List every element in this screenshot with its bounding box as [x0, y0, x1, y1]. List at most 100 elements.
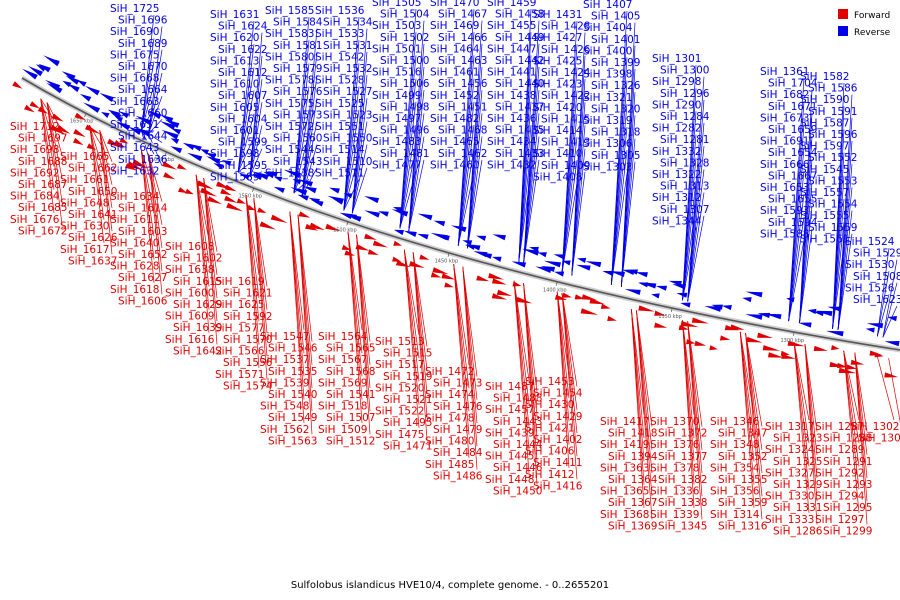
leader-line — [876, 247, 890, 337]
forward-feature — [207, 196, 223, 205]
leader-line — [148, 119, 163, 135]
reverse-feature — [704, 306, 722, 312]
leader-line — [745, 332, 763, 450]
forward-feature — [259, 221, 277, 230]
forward-feature — [709, 345, 718, 351]
reverse-feature — [554, 271, 565, 277]
forward-gene-label: SiH_1475 — [375, 429, 424, 441]
reverse-gene-label: SiH_1455 — [487, 20, 536, 32]
reverse-gene-label: SiH_1301 — [652, 53, 701, 65]
leader-line — [301, 51, 318, 197]
forward-gene-label: SiH_1712 — [10, 121, 59, 133]
reverse-gene-label: SiH_1557 — [800, 187, 849, 199]
reverse-gene-label: SiH_1514 — [315, 144, 365, 156]
reverse-gene-label: SiH_1438 — [487, 90, 536, 102]
forward-feature — [512, 281, 522, 287]
leader-line — [571, 125, 586, 276]
forward-gene-label: SiH_1513 — [375, 336, 424, 348]
reverse-gene-label: SiH_1595 — [218, 160, 267, 172]
forward-gene-label: SiH_1370 — [650, 416, 699, 428]
forward-gene-label: SiH_1473 — [433, 378, 482, 390]
forward-feature — [393, 240, 402, 246]
reverse-gene-label: SiH_1529 — [853, 248, 900, 260]
forward-gene-label: SiH_1302 — [850, 421, 899, 433]
forward-gene-label: SiH_1609 — [165, 311, 214, 323]
forward-gene-label: SiH_1286 — [773, 525, 823, 537]
forward-gene-label: SiH_1522 — [375, 406, 424, 418]
leader-line — [687, 321, 703, 520]
leader-line — [343, 40, 360, 211]
leader-line — [399, 101, 417, 229]
leader-line — [40, 98, 55, 167]
leader-line — [610, 150, 628, 285]
leader-line — [687, 169, 705, 302]
forward-gene-label: SiH_1295 — [823, 502, 872, 514]
reverse-gene-label: SiH_1320 — [591, 103, 640, 115]
forward-feature — [24, 104, 35, 113]
reverse-feature — [577, 257, 587, 263]
leader-line — [245, 195, 260, 368]
leader-line — [556, 291, 570, 399]
forward-feature — [226, 202, 244, 212]
reverse-gene-label: SiH_1523 — [323, 109, 372, 121]
reverse-gene-label: SiH_1542 — [315, 51, 364, 63]
reverse-feature — [553, 254, 566, 260]
leader-line — [682, 180, 697, 301]
leader-line — [245, 195, 260, 276]
leader-line — [687, 99, 705, 302]
reverse-gene-label: SiH_1303 — [583, 161, 632, 173]
forward-gene-label: SiH_1684 — [10, 191, 60, 203]
reverse-gene-label: SiH_1666 — [760, 159, 810, 171]
leader-line — [293, 16, 310, 194]
leader-line — [141, 150, 155, 237]
reverse-feature — [722, 305, 732, 311]
reverse-feature — [511, 261, 527, 268]
forward-gene-label: SiH_1570 — [223, 334, 272, 346]
reverse-feature — [543, 260, 561, 268]
leader-line — [399, 78, 417, 229]
position-ticks: 1650 kbp 1600 kbp 1550 kbp 1500 kbp 1450 kbp… — [70, 113, 804, 344]
reverse-gene-label: SiH_1544 — [265, 144, 315, 156]
leader-line — [301, 74, 318, 197]
reverse-gene-label: SiH_1425 — [533, 55, 582, 67]
forward-feature — [884, 372, 899, 378]
tick-mark — [793, 332, 795, 337]
leader-line — [408, 113, 425, 232]
leader-line — [347, 231, 363, 354]
forward-gene-label: SiH_1406 — [525, 446, 575, 458]
leader-line — [467, 159, 483, 249]
forward-gene-label: SiH_1416 — [533, 480, 583, 492]
leader-line — [343, 86, 360, 211]
forward-gene-label: SiH_1571 — [215, 369, 264, 381]
leader-line — [843, 350, 860, 490]
leader-line — [561, 183, 578, 274]
forward-feature — [846, 364, 857, 370]
reverse-gene-label: SiH_1624 — [218, 21, 268, 33]
forward-gene-label: SiH_1333 — [765, 514, 814, 526]
reverse-gene-label: SiH_1596 — [808, 129, 858, 141]
reverse-feature — [476, 235, 487, 241]
forward-gene-label: SiH_1642 — [173, 345, 222, 357]
forward-feature — [298, 211, 311, 218]
leader-line — [687, 321, 703, 450]
leader-line — [412, 252, 428, 440]
forward-gene-label: SiH_1352 — [718, 451, 767, 463]
forward-gene-label: SiH_1346 — [710, 416, 760, 428]
leader-line — [453, 264, 470, 458]
reverse-feature — [77, 80, 87, 87]
forward-feature — [762, 345, 781, 351]
leader-line — [682, 157, 697, 301]
leader-line — [40, 98, 55, 190]
leader-line — [293, 179, 310, 194]
reverse-gene-label: SiH_1449 — [495, 32, 544, 44]
reverse-feature — [160, 114, 174, 123]
forward-feature — [29, 101, 40, 109]
leader-line — [682, 134, 697, 301]
leader-line — [412, 252, 428, 347]
reverse-gene-label: SiH_1424 — [541, 67, 591, 79]
reverse-gene-label: SiH_1664 — [118, 84, 168, 96]
reverse-gene-label: SiH_1452 — [430, 90, 479, 102]
forward-feature — [781, 353, 796, 359]
leader-line — [467, 90, 483, 249]
reverse-gene-label: SiH_1651 — [110, 119, 159, 131]
